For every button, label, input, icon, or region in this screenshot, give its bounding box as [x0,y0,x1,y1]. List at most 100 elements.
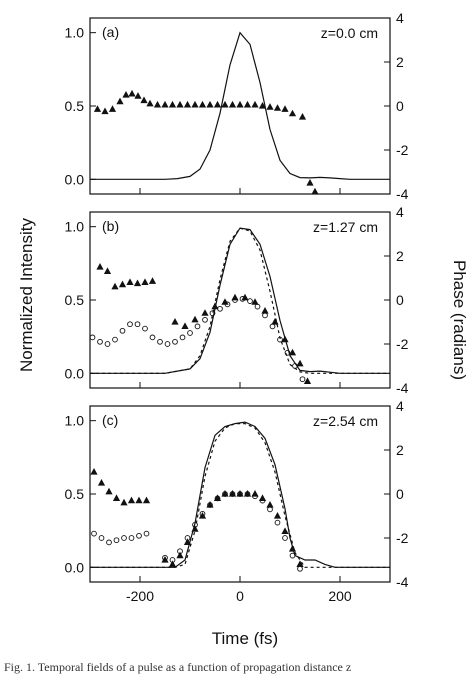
phase-circle-point [267,506,273,513]
right-tick-label: -4 [396,186,409,202]
phase-circle-point [91,530,97,537]
phase-triangle-point [96,263,104,270]
panel-annotation: z=2.54 cm [313,413,378,429]
phase-circle-point [97,338,103,345]
phase-circle-point [282,535,288,541]
right-tick-label: 2 [396,54,404,70]
phase-triangle-point [266,103,274,110]
phase-circle-point [224,301,231,308]
left-tick-label: 1.0 [65,219,85,235]
phase-triangle-point [206,100,214,108]
phase-circle-point [179,334,186,341]
phase-triangle-point [273,104,282,111]
phase-triangle-point [281,335,289,343]
phase-triangle-point [198,512,207,519]
phase-triangle-point [271,318,279,325]
right-tick-label: -2 [396,142,409,158]
phase-circle-point [136,532,142,539]
phase-triangle-point [288,348,297,356]
phase-circle-point [113,537,120,544]
phase-triangle-point [176,551,184,559]
phase-circle-point [192,521,198,528]
phase-triangle-point [122,91,130,98]
phase-triangle-point [236,100,244,108]
panel-3: 0.0 0.5 1.0 -4 -2 0 2 4 -200 0 200 (c) z=2.54 cm [65,398,409,604]
phase-triangle-point [120,498,128,506]
phase-triangle-point [161,100,169,108]
phase-circle-point [247,298,253,304]
intensity-dashed-line [90,423,390,568]
phase-circle-point [194,323,201,330]
phase-triangle-point [191,315,199,323]
phase-triangle-point [101,107,109,115]
right-tick-label: -4 [396,574,409,590]
right-tick-label: 0 [396,486,404,502]
phase-triangle-point [141,278,149,285]
phase-circle-point [112,336,118,343]
panel-label: (a) [102,24,119,40]
phase-circle-point [244,491,251,497]
panel-label: (c) [102,412,118,428]
phase-triangle-point [261,307,269,314]
phase-circle-point [199,510,206,517]
phase-triangle-point [228,100,237,108]
phase-circle-point [121,535,127,541]
phase-triangle-point [108,105,117,112]
phase-circle-point [232,297,238,303]
phase-circle-point [104,341,111,347]
phase-circle-point [297,565,303,572]
phase-circle-point [98,535,105,541]
phase-circle-point [262,312,268,319]
phase-triangle-point [90,468,98,475]
phase-triangle-point [168,560,177,567]
phase-triangle-point [116,97,124,105]
phase-circle-point [106,539,112,546]
x-tick-label: 0 [236,588,244,604]
phase-triangle-point [161,556,169,563]
intensity-line [90,227,390,374]
right-tick-label: 2 [396,248,404,264]
phase-triangle-point [303,377,312,384]
panel-label: (b) [102,218,119,234]
phase-circle-point [229,491,236,497]
phase-circle-point [292,363,298,369]
left-tick-label: 0.5 [65,486,85,502]
right-tick-label: 0 [396,292,404,308]
panel-annotation: z=1.27 cm [313,219,378,235]
phase-triangle-point [118,280,127,288]
left-tick-label: 0.5 [65,292,85,308]
phase-circle-point [169,557,176,563]
right-tick-label: 4 [396,10,404,26]
right-tick-label: 0 [396,98,404,114]
right-tick-label: 4 [396,398,404,414]
phase-triangle-point [251,298,259,305]
phase-triangle-point [296,359,304,367]
phase-triangle-point [221,100,229,108]
phase-circle-point [254,303,261,310]
phase-circle-point [184,535,191,541]
phase-triangle-point [221,298,229,305]
x-axis-label: Time (fs) [212,629,278,648]
phase-circle-point [252,493,258,500]
left-tick-label: 0.0 [65,171,85,187]
phase-triangle-point [266,501,274,508]
phase-circle-point [217,305,223,312]
phase-triangle-point [288,545,297,552]
panel-annotation: z=0.0 cm [321,25,378,41]
phase-triangle-point [241,293,249,301]
phase-circle-point [214,495,221,502]
phase-triangle-point [191,525,199,532]
phase-circle-point [142,325,148,332]
left-tick-label: 1.0 [65,25,85,41]
phase-circle-point [277,336,283,343]
left-tick-label: 0.0 [65,559,85,575]
phase-circle-point [289,552,296,559]
phase-triangle-point [273,512,282,519]
phase-triangle-point [146,99,154,107]
phase-circle-point [172,338,178,345]
phase-circle-point [269,323,276,330]
panel-1: 0.0 0.5 1.0 -4 -2 0 2 4 (a) z=0.0 cm [65,10,409,202]
phase-triangle-point [128,89,136,97]
left-tick-label: 0.0 [65,365,85,381]
